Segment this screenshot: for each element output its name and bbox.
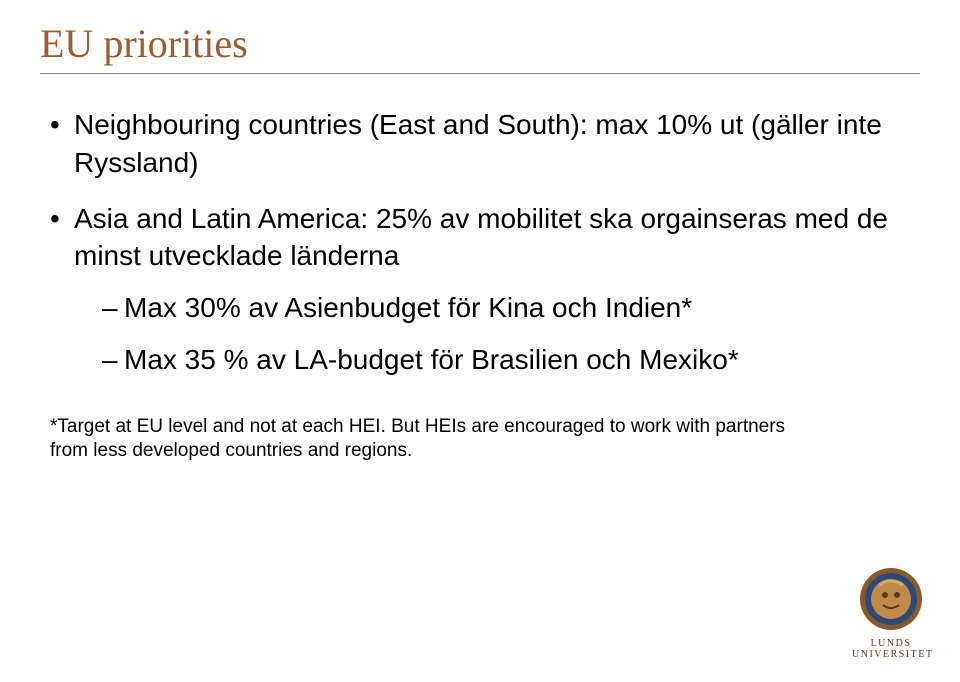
bullet-item: Asia and Latin America: 25% av mobilitet… [50,200,920,379]
logo-text-line2: UNIVERSITET [852,649,930,660]
seal-icon [859,567,923,631]
sub-bullet-item: Max 30% av Asienbudget för Kina och Indi… [102,289,920,327]
bullet-item: Neighbouring countries (East and South):… [50,106,920,182]
sub-bullet-text: Max 35 % av LA-budget för Brasilien och … [124,344,739,375]
university-logo: LUNDS UNIVERSITET [852,567,930,660]
footnote-text: *Target at EU level and not at each HEI.… [40,415,800,464]
bullet-list: Neighbouring countries (East and South):… [40,106,920,379]
bullet-text: Neighbouring countries (East and South):… [74,109,882,178]
sub-bullet-list: Max 30% av Asienbudget för Kina och Indi… [74,289,920,379]
sub-bullet-text: Max 30% av Asienbudget för Kina och Indi… [124,292,692,323]
sub-bullet-item: Max 35 % av LA-budget för Brasilien och … [102,341,920,379]
logo-text-line1: LUNDS [852,638,930,649]
slide-title: EU priorities [40,20,920,67]
title-underline [40,73,920,74]
bullet-text: Asia and Latin America: 25% av mobilitet… [74,203,888,272]
